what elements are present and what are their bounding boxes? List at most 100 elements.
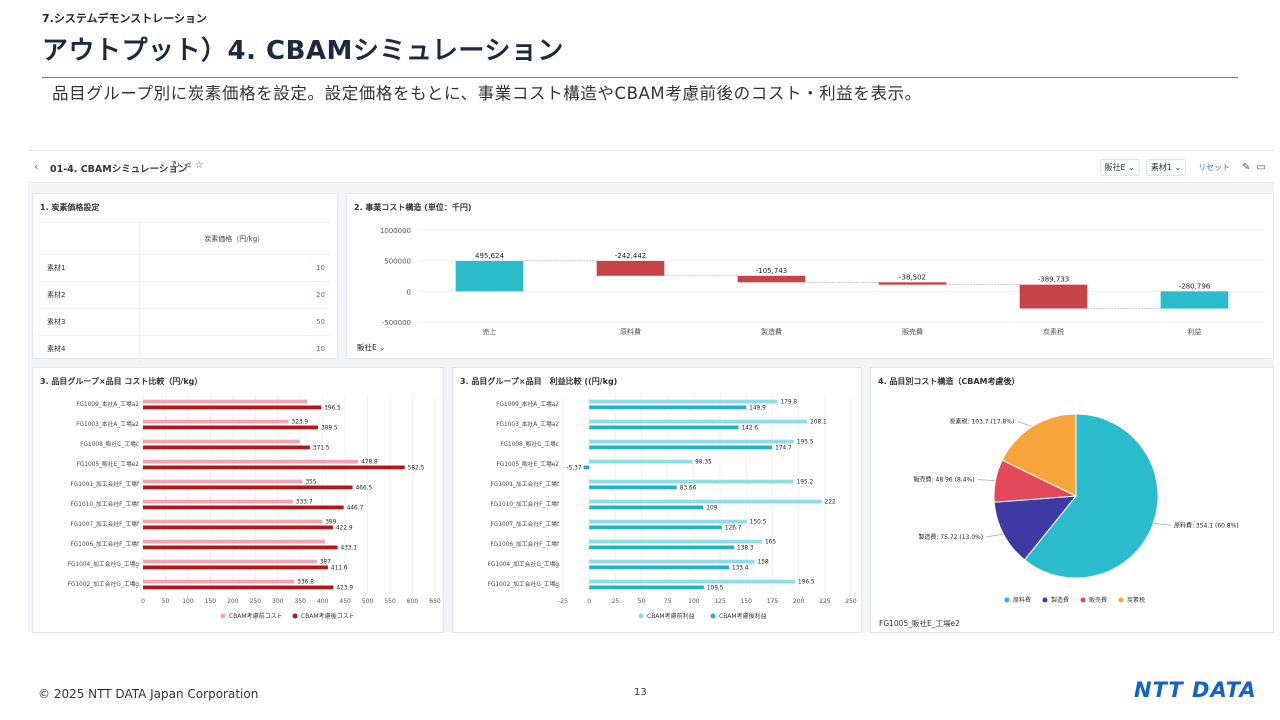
x-tick-label: 225 xyxy=(819,598,831,605)
x-tick-label: 原料費 xyxy=(620,327,641,336)
y-tick-label: FG1008_販社C_工場c xyxy=(80,440,139,448)
bar xyxy=(143,565,328,570)
cost-compare-card: 3. 品目グループ×品目 コスト比較（円/kg） 0 50 100 150 200 250… xyxy=(32,367,444,633)
pie-label: 製造費: 75.72 (13.0%) xyxy=(918,533,983,541)
comment-icon[interactable]: ▭ xyxy=(1256,162,1266,173)
pie-slice xyxy=(993,495,1078,561)
y-tick-label: FG1001_加工会社F_工場f xyxy=(490,480,559,488)
data-label: -38,502 xyxy=(899,273,926,281)
data-label: -389,733 xyxy=(1038,276,1069,284)
row-value[interactable]: 20 xyxy=(139,281,329,309)
filter-bar: 販社E ⌄ 素材1 ⌄ リセット ✎ ▭ xyxy=(1099,159,1266,176)
x-tick-label: 600 xyxy=(407,598,419,605)
bar xyxy=(143,525,333,530)
bar xyxy=(143,465,405,470)
row-value[interactable]: 10 xyxy=(139,335,329,363)
table-row: 素材2 20 xyxy=(39,281,329,309)
pie-label: 原料費: 354.1 (60.8%) xyxy=(1174,521,1239,529)
bar xyxy=(143,405,322,410)
data-label: 133.4 xyxy=(732,565,749,571)
bar xyxy=(589,459,693,464)
x-tick-label: 650 xyxy=(429,598,441,605)
card-title: 2. 事業コスト構造 (単位：千円) xyxy=(354,203,472,212)
filter-material[interactable]: 素材1 ⌄ xyxy=(1145,159,1187,176)
waterfall-bar xyxy=(455,260,524,292)
x-tick-label: 0 xyxy=(587,598,591,605)
waterfall-bar xyxy=(1019,284,1088,309)
data-label: 582.5 xyxy=(408,465,425,471)
x-tick-label: 250 xyxy=(250,598,262,605)
legend-label: CBAM考慮後コスト xyxy=(301,612,355,620)
filter-company[interactable]: 販社E ⌄ xyxy=(1099,159,1140,176)
page-title: アウトプット）4. CBAMシミュレーション xyxy=(42,36,564,66)
row-value[interactable]: 10 xyxy=(139,254,329,282)
data-label: 466.5 xyxy=(356,485,373,491)
legend-label: CBAM考慮前利益 xyxy=(647,612,695,620)
data-label: 138.3 xyxy=(737,545,754,551)
x-tick-label: -25 xyxy=(558,598,568,605)
data-label: 98.35 xyxy=(695,460,712,466)
column-header: 炭素価格（円/kg） xyxy=(139,222,329,255)
bar xyxy=(143,499,293,504)
bar xyxy=(143,419,289,424)
data-label: 433.1 xyxy=(341,545,358,551)
bar xyxy=(143,519,323,524)
bar xyxy=(589,419,808,424)
data-label: 371.5 xyxy=(313,445,330,451)
bar xyxy=(589,579,795,584)
x-tick-label: 450 xyxy=(339,598,351,605)
pie-label: 炭素税: 103.7 (17.8%) xyxy=(950,417,1015,425)
x-tick-label: 150 xyxy=(205,598,217,605)
row-name: 素材1 xyxy=(39,254,140,282)
star-icon[interactable]: ☆ xyxy=(194,160,207,171)
y-tick-label: FG1010_加工会社F_工場f xyxy=(490,500,559,508)
data-label: 208.1 xyxy=(810,420,827,426)
y-tick-label: FG1005_販社E_工場e2 xyxy=(77,460,140,468)
data-label: -280,796 xyxy=(1179,282,1211,290)
data-label: 333.7 xyxy=(296,500,313,506)
bar xyxy=(143,505,344,510)
cost-breakdown-pie: 原料費: 354.1 (60.8%) 製造費: 75.72 (13.0%) 販売費:… xyxy=(914,413,1239,604)
data-label: 158 xyxy=(758,560,769,566)
title-divider xyxy=(42,77,1238,78)
legend-label: 炭素税 xyxy=(1127,596,1145,604)
profit-compare-chart: -25 0 25 50 75 100 125 150 175 200 225 250 FG1009_本社… xyxy=(488,394,857,620)
waterfall-bar xyxy=(737,275,806,283)
data-label: 336.8 xyxy=(297,580,314,586)
edit-icon[interactable]: ✎ xyxy=(1242,162,1251,173)
chevron-left-icon[interactable]: ‹ xyxy=(34,160,39,173)
x-tick-label: 100 xyxy=(688,598,700,605)
x-tick-label: 利益 xyxy=(1188,327,1202,336)
page-subtitle: 品目グループ別に炭素価格を設定。設定価格をもとに、事業コスト構造やCBAM考慮前… xyxy=(52,84,922,103)
bar xyxy=(143,585,334,590)
bar xyxy=(143,425,318,430)
reset-button[interactable]: リセット xyxy=(1198,163,1231,172)
bar xyxy=(589,405,747,410)
y-tick-label: FG1001_加工会社F_工場f xyxy=(70,480,139,488)
waterfall-bar xyxy=(1160,291,1229,309)
table-corner xyxy=(39,222,140,255)
dashboard-screenshot: ‹ 01-4. CBAMシミュレーション ↻⋖☆ 販社E ⌄ 素材1 ⌄ リセッ… xyxy=(28,150,1274,633)
bar xyxy=(143,439,300,444)
pie-caption: FG1005_販社E_工場e2 xyxy=(879,619,960,628)
share-icon[interactable]: ⋖ xyxy=(183,160,195,171)
y-tick-label: FG1006_加工会社F_工場f xyxy=(490,540,559,548)
pie-leader-line xyxy=(986,533,1004,538)
x-tick-label: 売上 xyxy=(483,327,497,336)
bar xyxy=(589,439,794,444)
waterfall-filter[interactable]: 販社E ⌄ xyxy=(357,343,386,352)
y-tick-label: -500000 xyxy=(382,319,411,327)
data-label: 165 xyxy=(765,540,776,546)
refresh-icon[interactable]: ↻ xyxy=(172,160,184,171)
bar xyxy=(589,445,773,450)
row-value[interactable]: 50 xyxy=(139,308,329,336)
bar xyxy=(589,565,729,570)
y-tick-label: FG1005_販社E_工場e2 xyxy=(497,460,560,468)
legend-label: 販売費 xyxy=(1089,596,1107,604)
y-tick-label: FG1004_加工会社G_工場g xyxy=(488,560,560,568)
legend-marker xyxy=(220,613,226,619)
x-tick-label: 350 xyxy=(295,598,307,605)
waterfall-filter-label: 販社E xyxy=(357,343,377,352)
bar xyxy=(143,459,359,464)
data-label: 196.5 xyxy=(798,580,815,586)
